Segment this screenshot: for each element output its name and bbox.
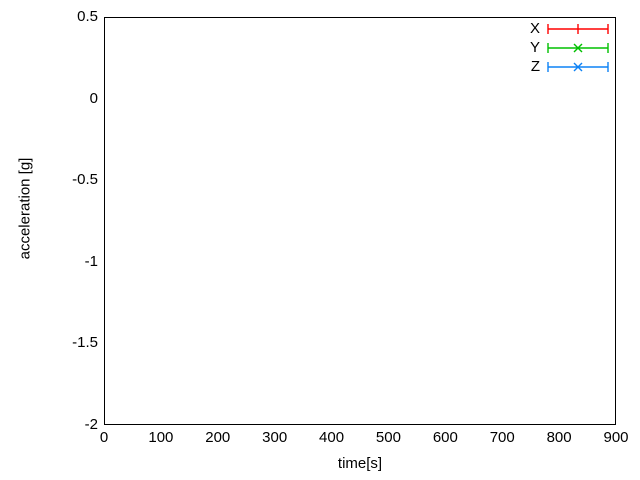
legend-label: X [529, 20, 540, 37]
legend-marker-icon [547, 62, 609, 72]
x-axis-title: time[s] [337, 455, 383, 472]
plot-frame [104, 17, 616, 425]
y-axis-tick-labels: 0.5 0 -0.5 -1 -1.5 -2 [0, 0, 98, 480]
y-tick-label: -1 [84, 252, 98, 270]
legend-marker-icon [547, 43, 609, 53]
legend-marker-icon [547, 24, 609, 34]
y-tick-label: 0 [89, 89, 98, 107]
x-tick-label: 800 [546, 429, 572, 446]
x-tick-label: 900 [603, 429, 629, 446]
legend-label: Y [529, 39, 540, 56]
x-tick-label: 700 [489, 429, 515, 446]
x-tick-label: 200 [205, 429, 231, 446]
x-tick-label: 0 [99, 429, 109, 446]
x-tick-label: 100 [148, 429, 174, 446]
x-tick-label: 300 [262, 429, 288, 446]
legend-entry: Y [500, 39, 612, 58]
x-tick-label: 600 [432, 429, 458, 446]
legend-entry: Z [500, 58, 612, 77]
y-tick-label: -2 [84, 416, 98, 433]
legend-entry: X [500, 20, 612, 39]
y-axis-title: acceleration [g] [16, 157, 34, 260]
y-tick-label: -1.5 [72, 334, 98, 352]
x-tick-label: 500 [375, 429, 401, 446]
y-tick-label: -0.5 [72, 171, 98, 189]
x-tick-label: 400 [319, 429, 345, 446]
y-tick-label: 0.5 [77, 8, 98, 25]
legend-label: Z [530, 58, 540, 75]
